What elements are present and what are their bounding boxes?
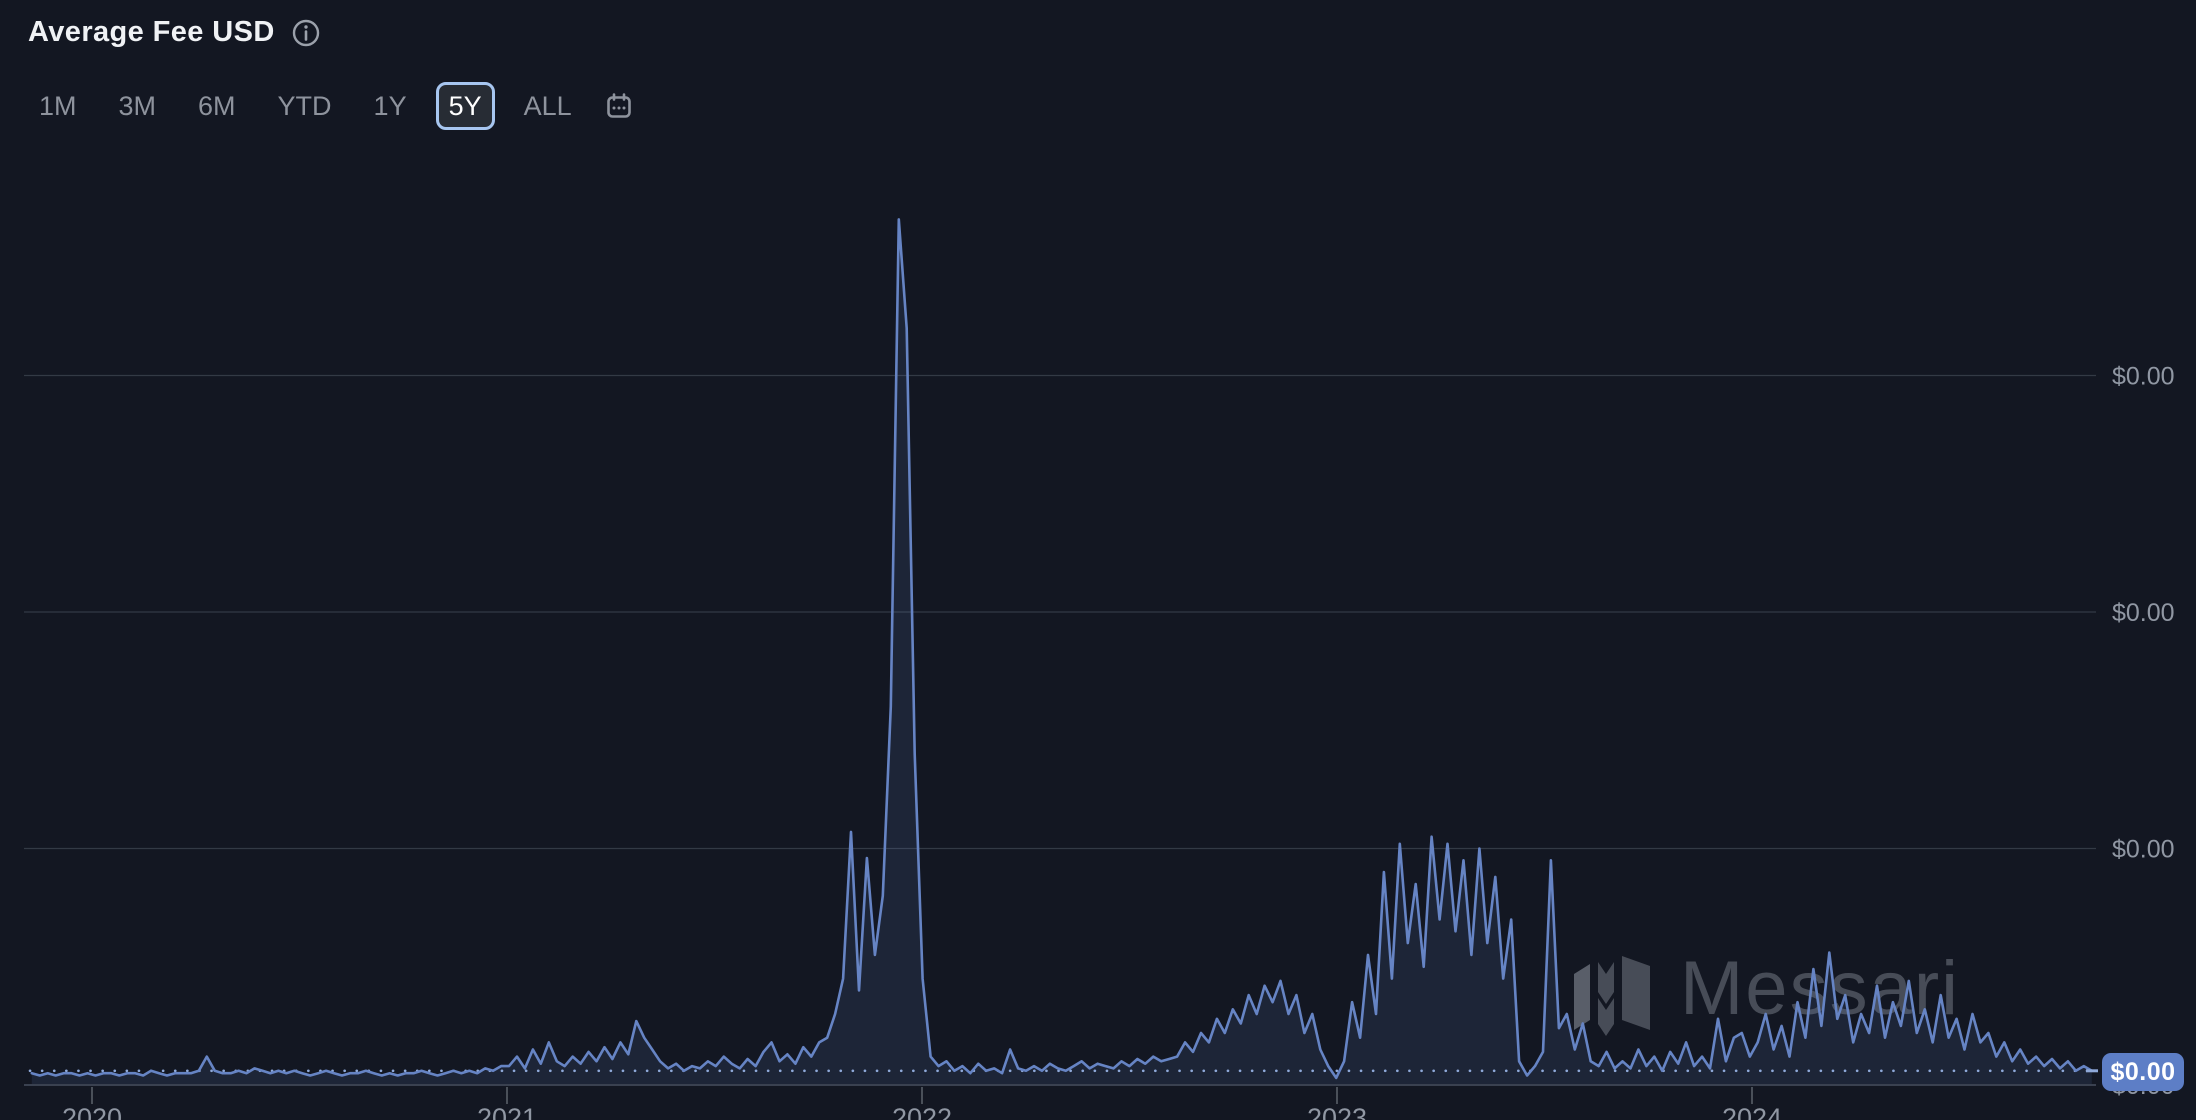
fee-line	[30, 218, 2094, 1080]
x-axis-label: 2020	[62, 1103, 122, 1120]
x-axis-labels: 2020 2021 2022 2023 2024	[62, 1103, 1782, 1120]
range-button-6m[interactable]: 6M	[198, 91, 236, 121]
range-button-ytd[interactable]: YTD	[277, 91, 332, 121]
gridlines	[24, 374, 2096, 850]
x-axis-label: 2022	[892, 1103, 952, 1120]
year-ticks	[91, 1087, 1753, 1104]
range-button-5y[interactable]: 5Y	[435, 82, 495, 131]
calendar-button[interactable]	[601, 89, 637, 123]
series-line	[30, 218, 2094, 1080]
title-row: Average Fee USD	[28, 16, 321, 49]
x-axis-label: 2024	[1722, 1103, 1782, 1120]
calendar-icon	[606, 93, 631, 119]
last-value-badge: $0.00	[2102, 1053, 2184, 1091]
page-title: Average Fee USD	[28, 16, 275, 48]
y-axis-label: $0.00	[2112, 363, 2175, 391]
range-button-all[interactable]: ALL	[523, 91, 572, 121]
range-button-1m[interactable]: 1M	[39, 91, 77, 121]
range-selector: 1M 3M 6M YTD 1Y 5Y ALL	[26, 82, 637, 131]
range-button-3m[interactable]: 3M	[118, 91, 157, 121]
x-axis-label: 2021	[477, 1103, 537, 1120]
y-axis-labels: $0.00$0.00$0.00$0.00	[2112, 363, 2175, 1101]
info-icon[interactable]	[291, 18, 321, 48]
messari-logo-icon	[1574, 956, 1650, 1036]
x-axis-label: 2023	[1307, 1103, 1367, 1120]
y-axis-label: $0.00	[2112, 836, 2175, 864]
range-button-1y[interactable]: 1Y	[373, 91, 407, 121]
y-axis-label: $0.00	[2112, 599, 2175, 627]
